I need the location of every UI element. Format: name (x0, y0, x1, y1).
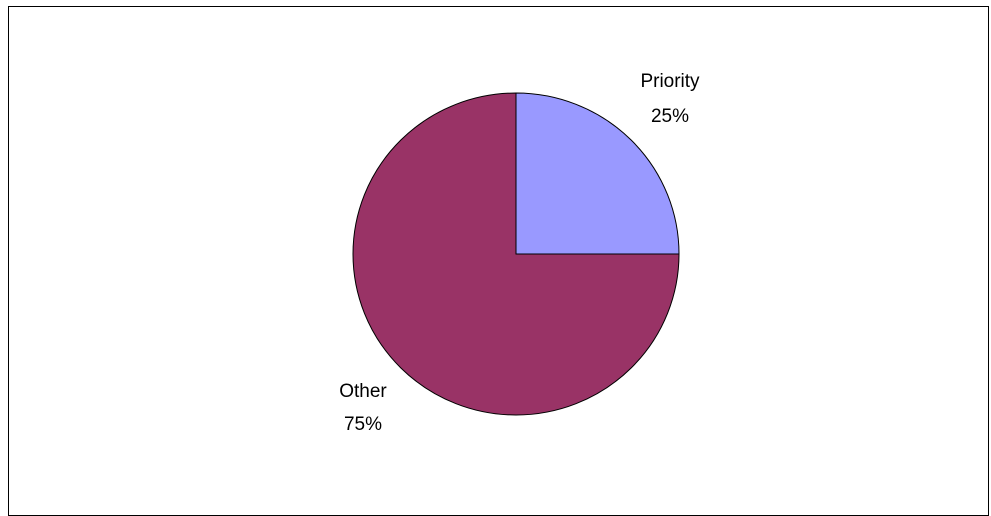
slice-label-priority: Priority (640, 71, 700, 92)
pie-slice-other (352, 92, 680, 416)
slice-labels: Priority 25% Other 75% (339, 71, 700, 435)
slice-percent-priority: 25% (651, 106, 689, 127)
slice-percent-other: 75% (344, 414, 382, 435)
pie-slices (352, 92, 680, 416)
pie-slice-priority (515, 92, 680, 255)
slice-label-other: Other (339, 381, 387, 402)
